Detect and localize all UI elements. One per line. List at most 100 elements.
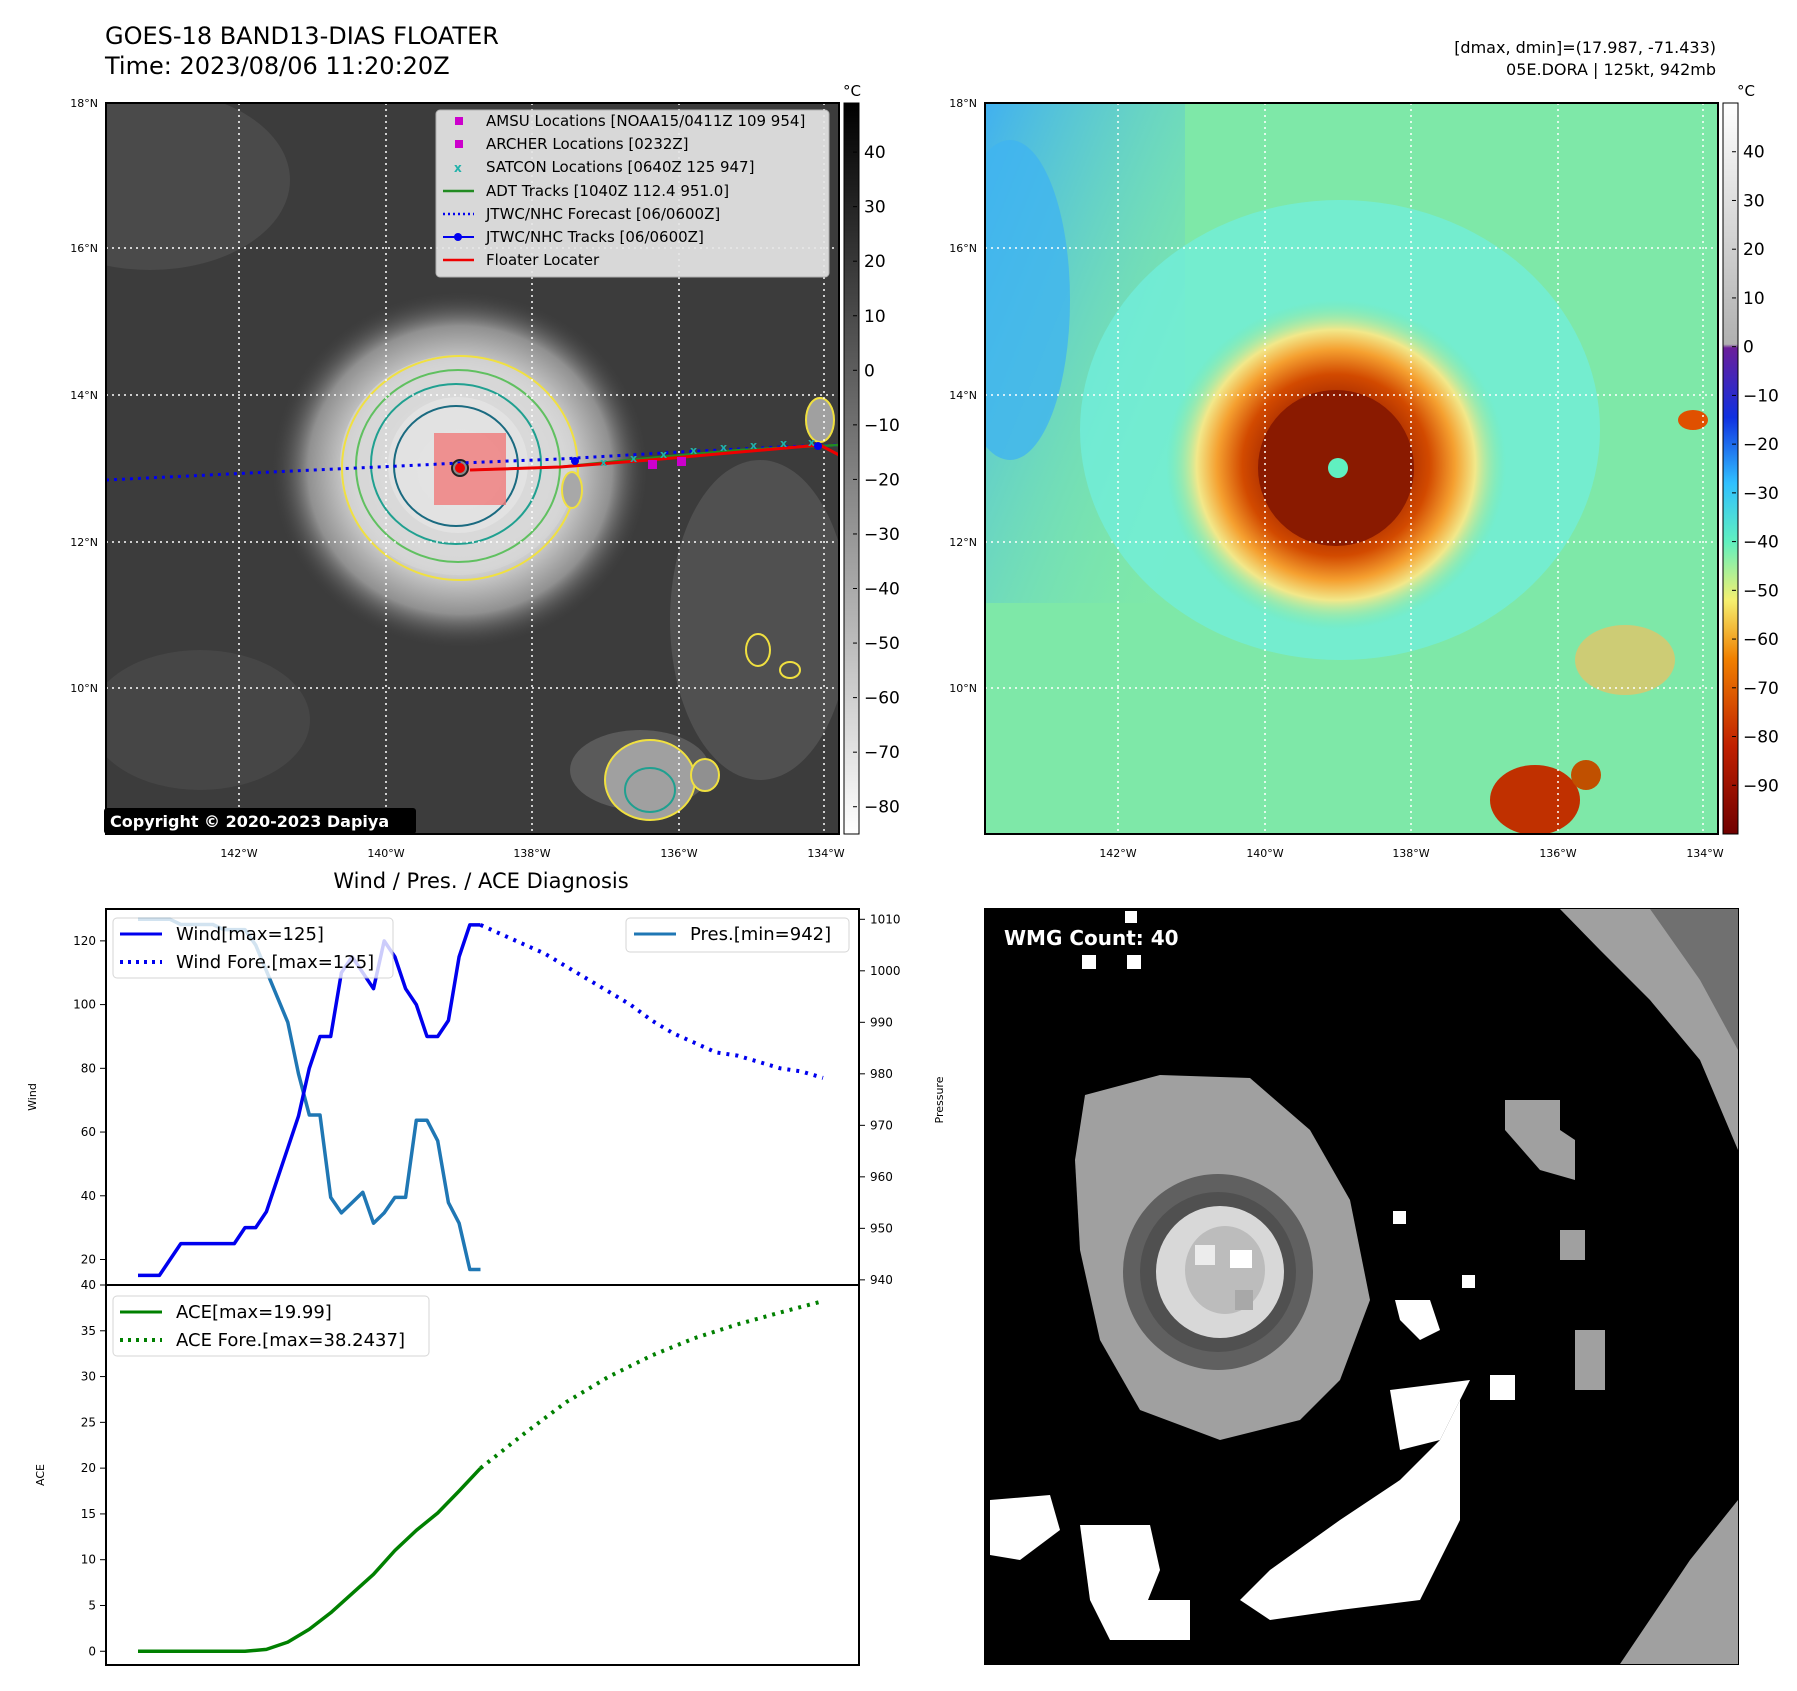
lon-tick: 140°W — [367, 847, 404, 860]
lon-tick: 142°W — [1099, 847, 1136, 860]
diagnosis-title: Wind / Pres. / ACE Diagnosis — [333, 869, 628, 893]
wind-line — [138, 923, 481, 1278]
legend-amsu: AMSU Locations [NOAA15/0411Z 109 954] — [486, 112, 805, 130]
ace-axis-label: ACE — [34, 1464, 47, 1486]
ace-tick-label: 0 — [88, 1644, 96, 1658]
lat-tick: 14°N — [70, 389, 98, 402]
pressure-tick-label: 940 — [870, 1273, 893, 1287]
floater-track — [469, 443, 839, 472]
lon-tick: 138°W — [1392, 847, 1429, 860]
svg-text:x: x — [750, 439, 757, 452]
pressure-tick-label: 980 — [870, 1067, 893, 1081]
ir-map-panel: x x x x x x x x AMSU Locations [NOAA15/0411Z … — [70, 82, 900, 860]
gray-colorbar-tick-label: −50 — [864, 634, 900, 654]
gray-colorbar-tick-label: −10 — [864, 416, 900, 436]
lon-tick: 140°W — [1246, 847, 1283, 860]
lat-tick: 14°N — [949, 389, 977, 402]
gray-colorbar-tick-label: −20 — [864, 470, 900, 490]
pressure-tick-label: 970 — [870, 1118, 893, 1132]
lon-tick: 138°W — [513, 847, 550, 860]
color-colorbar — [1722, 102, 1739, 835]
legend-wind-fore: Wind Fore.[max=125] — [176, 952, 374, 973]
svg-text:x: x — [454, 161, 462, 175]
lat-tick: 18°N — [70, 97, 98, 110]
wind-tick-label: 120 — [73, 934, 96, 948]
pressure-axis-label: Pressure — [933, 1076, 946, 1123]
color-ir-map-panel: 18°N 16°N 14°N 12°N 10°N 142°W 140°W 138… — [949, 82, 1779, 860]
ace-tick-label: 40 — [81, 1278, 96, 1292]
lon-tick: 134°W — [807, 847, 844, 860]
lon-tick: 136°W — [660, 847, 697, 860]
gray-colorbar-tick-label: −60 — [864, 689, 900, 709]
wind-tick-label: 80 — [81, 1061, 96, 1075]
gray-colorbar-tick-label: −70 — [864, 743, 900, 763]
figure-title-line1: GOES-18 BAND13-DIAS FLOATER — [105, 22, 499, 50]
svg-text:x: x — [630, 452, 637, 465]
amsu-marker — [648, 460, 657, 469]
ace-tick-label: 20 — [81, 1461, 96, 1475]
figure-title-line2: Time: 2023/08/06 11:20:20Z — [104, 52, 450, 80]
legend-satcon: SATCON Locations [0640Z 125 947] — [486, 158, 754, 176]
ace-tick-label: 25 — [81, 1415, 96, 1429]
wind-axis-label: Wind — [26, 1083, 39, 1111]
color-colorbar-tick-label: 10 — [1743, 289, 1765, 309]
gray-colorbar-tick-label: 20 — [864, 252, 886, 272]
legend-adt: ADT Tracks [1040Z 112.4 951.0] — [486, 182, 729, 200]
gray-colorbar-tick-label: 40 — [864, 143, 886, 163]
color-colorbar-tick-label: −40 — [1743, 533, 1779, 553]
gray-colorbar — [843, 102, 860, 835]
gray-colorbar-tick-label: 30 — [864, 198, 886, 218]
lon-tick: 136°W — [1539, 847, 1576, 860]
gray-colorbar-tick-label: 0 — [864, 361, 875, 381]
wind-tick-label: 20 — [81, 1253, 96, 1267]
svg-text:x: x — [690, 444, 697, 457]
color-colorbar-tick-label: 40 — [1743, 143, 1765, 163]
lat-tick: 12°N — [70, 536, 98, 549]
color-colorbar-tick-label: −20 — [1743, 435, 1779, 455]
legend-ace: ACE[max=19.99] — [176, 1302, 332, 1323]
color-map-frame — [984, 102, 1719, 835]
color-colorbar-tick-label: −70 — [1743, 679, 1779, 699]
gray-colorbar-tick-label: −80 — [864, 798, 900, 818]
color-colorbar-tick-label: −50 — [1743, 581, 1779, 601]
legend-floater: Floater Locater — [486, 251, 600, 269]
legend-wind: Wind[max=125] — [176, 924, 324, 945]
ace-tick-label: 30 — [81, 1370, 96, 1384]
lon-tick: 142°W — [220, 847, 257, 860]
pressure-tick-label: 1000 — [870, 964, 901, 978]
pressure-tick-label: 960 — [870, 1170, 893, 1184]
archer-marker — [677, 457, 686, 466]
ir-map-frame — [105, 102, 840, 835]
wind-tick-label: 40 — [81, 1189, 96, 1203]
color-colorbar-unit: °C — [1737, 82, 1755, 100]
diagnosis-panel: Wind / Pres. / ACE Diagnosis Wind Pressu… — [26, 869, 946, 1666]
lat-tick: 12°N — [949, 536, 977, 549]
color-colorbar-tick-label: −80 — [1743, 728, 1779, 748]
legend-archer: ARCHER Locations [0232Z] — [486, 135, 689, 153]
ace-legend: ACE[max=19.99] ACE Fore.[max=38.2437] — [112, 1295, 430, 1357]
wmg-count-label: WMG Count: 40 — [1004, 926, 1179, 950]
legend-tracks: JTWC/NHC Tracks [06/0600Z] — [485, 228, 704, 246]
color-colorbar-tick-label: −30 — [1743, 484, 1779, 504]
map-legend: AMSU Locations [NOAA15/0411Z 109 954] AR… — [435, 109, 830, 278]
ace-tick-label: 10 — [81, 1553, 96, 1567]
svg-text:x: x — [780, 437, 787, 450]
lat-tick: 10°N — [949, 682, 977, 695]
jtwc-track-point — [571, 457, 579, 465]
lat-tick: 18°N — [949, 97, 977, 110]
svg-text:x: x — [808, 436, 815, 449]
lat-tick: 16°N — [70, 242, 98, 255]
ace-forecast-line — [479, 1299, 824, 1470]
ace-tick-label: 15 — [81, 1507, 96, 1521]
lon-tick: 134°W — [1686, 847, 1723, 860]
legend-ace-fore: ACE Fore.[max=38.2437] — [176, 1330, 405, 1351]
satcon-markers: x x x x x x x x — [600, 436, 815, 469]
lat-tick: 10°N — [70, 682, 98, 695]
wind-tick-label: 60 — [81, 1125, 96, 1139]
gray-colorbar-tick-label: −40 — [864, 580, 900, 600]
dmax-readout: [dmax, dmin]=(17.987, -71.433) — [1454, 38, 1716, 57]
svg-text:x: x — [660, 448, 667, 461]
ace-line — [138, 1467, 482, 1654]
wind-tick-label: 100 — [73, 998, 96, 1012]
